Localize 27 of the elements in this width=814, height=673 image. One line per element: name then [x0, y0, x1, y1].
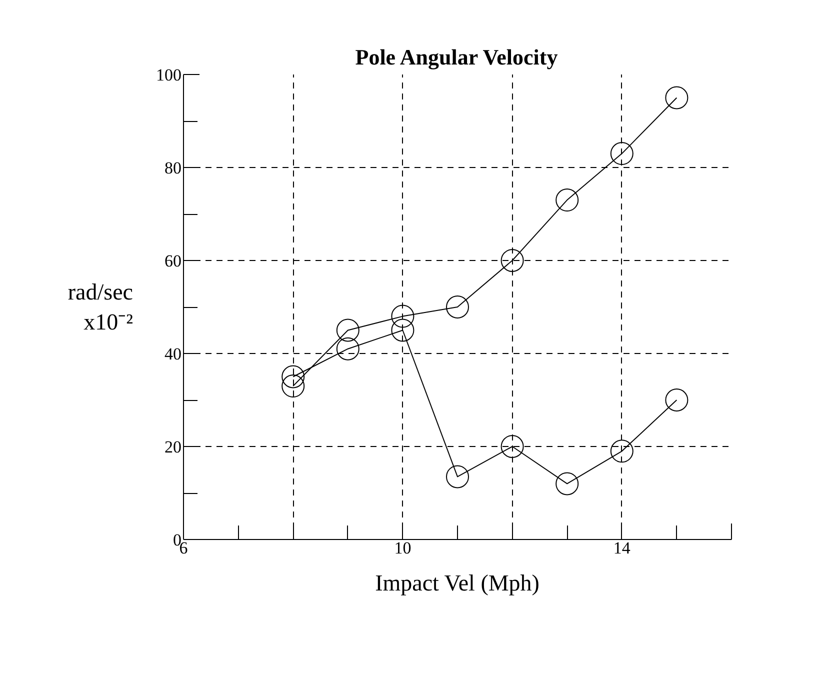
point — [500, 249, 524, 272]
point — [610, 142, 634, 166]
point — [391, 304, 414, 328]
point — [665, 388, 688, 412]
point — [282, 374, 305, 398]
y-tick-label: 100 — [156, 66, 182, 84]
y-tick-label: 80 — [164, 158, 182, 178]
point — [391, 318, 414, 342]
point — [282, 365, 305, 388]
point — [336, 318, 360, 342]
y-tick-label: 20 — [164, 438, 182, 456]
y-tick-label: 40 — [164, 344, 182, 364]
x-tick-label: 10 — [394, 538, 412, 558]
point — [500, 435, 524, 458]
point — [446, 465, 469, 488]
x-axis-title: Impact Vel (Mph) — [375, 570, 540, 596]
y-tick-label: 60 — [164, 252, 182, 270]
y-axis-title: rad/sec x10⁻² — [68, 280, 134, 334]
point — [446, 296, 469, 318]
point — [610, 440, 634, 463]
x-tick-label: 14 — [613, 538, 631, 558]
point — [336, 337, 360, 360]
y-tick-label: 0 — [173, 530, 182, 550]
point — [556, 188, 579, 212]
chart-title: Pole Angular Velocity — [355, 44, 558, 70]
point — [665, 86, 688, 110]
point — [556, 472, 579, 496]
